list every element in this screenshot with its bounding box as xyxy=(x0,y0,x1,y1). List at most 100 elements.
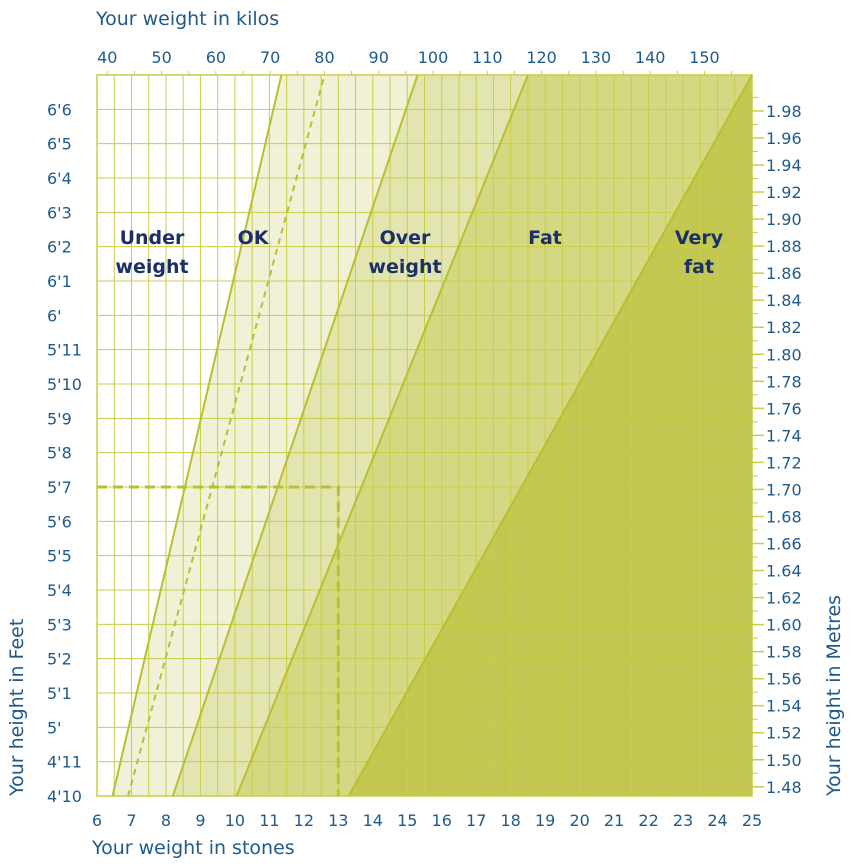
axis-title-stones: Your weight in stones xyxy=(91,837,295,859)
tick-label-feet: 5'1 xyxy=(47,684,72,703)
tick-label-kilos: 100 xyxy=(418,48,449,67)
tick-label-metres: 1.64 xyxy=(766,562,802,581)
tick-label-feet: 5'6 xyxy=(47,512,72,531)
boundary-line xyxy=(235,74,529,797)
tick-label-metres: 1.56 xyxy=(766,670,802,689)
example-guide-line xyxy=(97,485,340,796)
example-guide xyxy=(97,485,340,796)
tick-label-metres: 1.76 xyxy=(766,399,802,418)
tick-label-metres: 1.74 xyxy=(766,426,802,445)
tick-label-metres: 1.80 xyxy=(766,345,802,364)
tick-label-feet: 6'6 xyxy=(47,100,72,119)
axis-title-feet: Your height in Feet xyxy=(6,619,28,797)
tick-label-stones: 16 xyxy=(432,811,452,830)
tick-label-stones: 6 xyxy=(92,811,102,830)
tick-label-kilos: 60 xyxy=(206,48,226,67)
tick-labels: 6 7 8 9 10 11 12 13 14 15 16 17 18 19 20 21 22 23 24 25 40 50… xyxy=(47,48,802,830)
boundary-line xyxy=(111,74,283,797)
tick-label-metres: 1.82 xyxy=(766,318,802,337)
tick-label-metres: 1.98 xyxy=(766,102,802,121)
tick-label-stones: 25 xyxy=(742,811,762,830)
tick-label-stones: 17 xyxy=(466,811,486,830)
tick-label-feet: 5'5 xyxy=(47,547,72,566)
zone-label: Very xyxy=(675,227,724,249)
tick-label-stones: 15 xyxy=(397,811,417,830)
tick-label-metres: 1.50 xyxy=(766,751,802,770)
tick-label-kilos: 140 xyxy=(635,48,666,67)
tick-label-metres: 1.96 xyxy=(766,129,802,148)
tick-label-stones: 7 xyxy=(126,811,136,830)
tick-label-metres: 1.94 xyxy=(766,156,802,175)
tick-label-kilos: 150 xyxy=(689,48,720,67)
tick-label-metres: 1.92 xyxy=(766,183,802,202)
tick-label-kilos: 130 xyxy=(581,48,612,67)
zone-label: Fat xyxy=(528,227,562,249)
tick-label-kilos: 40 xyxy=(97,48,117,67)
tick-label-stones: 14 xyxy=(363,811,383,830)
tick-label-stones: 9 xyxy=(195,811,205,830)
tick-label-kilos: 70 xyxy=(260,48,280,67)
tick-label-metres: 1.48 xyxy=(766,778,802,797)
tick-label-feet: 6'5 xyxy=(47,135,72,154)
zone-label: weight xyxy=(368,256,441,278)
zone-label: fat xyxy=(684,256,714,278)
tick-label-metres: 1.52 xyxy=(766,724,802,743)
tick-label-feet: 5'8 xyxy=(47,444,72,463)
tick-label-feet: 4'10 xyxy=(47,787,82,806)
tick-label-metres: 1.58 xyxy=(766,643,802,662)
zone-label: Under xyxy=(120,227,185,249)
tick-label-metres: 1.62 xyxy=(766,589,802,608)
tick-label-feet: 5' xyxy=(47,718,62,737)
tick-label-feet: 5'10 xyxy=(47,375,82,394)
tick-label-feet: 6'2 xyxy=(47,238,72,257)
tick-label-stones: 13 xyxy=(328,811,348,830)
tick-label-stones: 23 xyxy=(673,811,693,830)
tick-label-feet: 6'1 xyxy=(47,272,72,291)
boundary-line-dashed xyxy=(127,74,326,797)
zone-label: Over xyxy=(380,227,431,249)
axis-title-kilos: Your weight in kilos xyxy=(95,8,279,30)
tick-label-metres: 1.66 xyxy=(766,535,802,554)
tick-label-metres: 1.86 xyxy=(766,264,802,283)
tick-label-stones: 10 xyxy=(225,811,245,830)
tick-label-metres: 1.88 xyxy=(766,237,802,256)
tick-label-feet: 5'11 xyxy=(47,341,82,360)
boundary-line xyxy=(347,74,753,797)
axis-title-metres: Your height in Metres xyxy=(823,595,845,797)
tick-label-stones: 20 xyxy=(569,811,589,830)
zone-labels: Under weight OK Over weight Fat Very fat xyxy=(115,227,723,278)
tick-label-stones: 24 xyxy=(707,811,727,830)
tick-label-metres: 1.90 xyxy=(766,210,802,229)
tick-label-metres: 1.68 xyxy=(766,507,802,526)
tick-label-feet: 4'11 xyxy=(47,753,82,772)
tick-label-kilos: 110 xyxy=(472,48,503,67)
tick-label-kilos: 90 xyxy=(369,48,389,67)
zone-label: OK xyxy=(238,227,270,249)
tick-label-metres: 1.78 xyxy=(766,372,802,391)
tick-label-stones: 18 xyxy=(501,811,521,830)
tick-label-feet: 5'2 xyxy=(47,650,72,669)
tick-label-feet: 5'4 xyxy=(47,581,72,600)
tick-label-feet: 6' xyxy=(47,306,62,325)
tick-label-feet: 5'9 xyxy=(47,409,72,428)
tick-label-metres: 1.60 xyxy=(766,616,802,635)
tick-label-stones: 19 xyxy=(535,811,555,830)
tick-label-kilos: 120 xyxy=(526,48,557,67)
tick-label-stones: 11 xyxy=(259,811,279,830)
zone-boundaries xyxy=(111,74,753,797)
tick-label-metres: 1.72 xyxy=(766,453,802,472)
tick-label-kilos: 80 xyxy=(314,48,334,67)
tick-label-metres: 1.54 xyxy=(766,697,802,716)
tick-label-kilos: 50 xyxy=(151,48,171,67)
tick-label-stones: 8 xyxy=(161,811,171,830)
tick-label-metres: 1.84 xyxy=(766,291,802,310)
tick-label-feet: 6'4 xyxy=(47,169,72,188)
tick-label-feet: 5'3 xyxy=(47,615,72,634)
tick-label-stones: 21 xyxy=(604,811,624,830)
zone-label: weight xyxy=(115,256,188,278)
tick-label-feet: 5'7 xyxy=(47,478,72,497)
tick-label-stones: 12 xyxy=(294,811,314,830)
tick-label-metres: 1.70 xyxy=(766,480,802,499)
